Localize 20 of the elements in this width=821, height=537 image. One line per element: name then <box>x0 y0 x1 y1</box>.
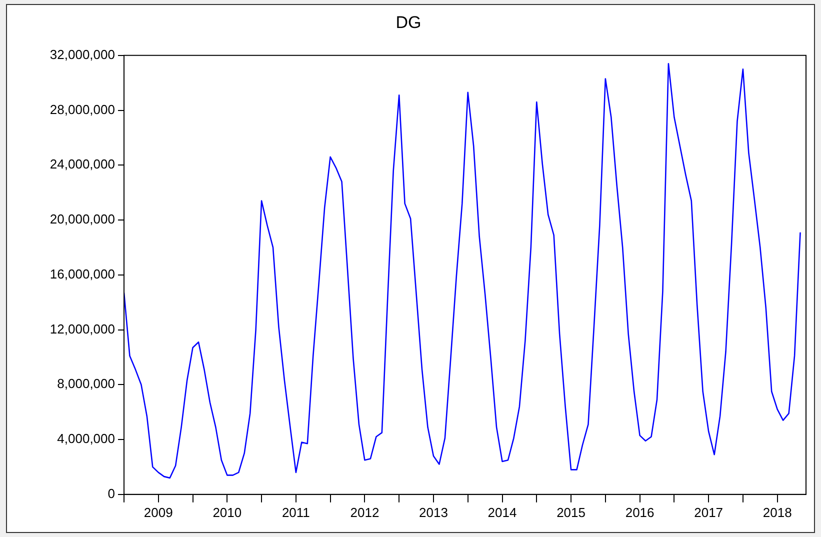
x-tick-label: 2017 <box>694 504 724 520</box>
x-tick-label: 2011 <box>282 504 310 520</box>
x-tick-label: 2009 <box>144 504 173 520</box>
y-tick-label: 4,000,000 <box>57 431 115 446</box>
x-tick-label: 2010 <box>212 504 242 520</box>
y-tick-label: 20,000,000 <box>50 212 115 227</box>
x-tick-label: 2018 <box>762 504 792 520</box>
y-tick-label: 12,000,000 <box>50 321 115 336</box>
y-tick-label: 0 <box>108 486 115 501</box>
y-tick-label: 24,000,000 <box>50 156 115 172</box>
x-tick-label: 2012 <box>350 504 380 520</box>
y-tick-label: 8,000,000 <box>57 376 115 392</box>
y-tick-label: 16,000,000 <box>50 266 115 282</box>
chart-title: DG <box>396 12 422 32</box>
x-tick-label: 2016 <box>625 504 654 520</box>
x-tick-label: 2015 <box>556 504 586 520</box>
x-tick-label: 2013 <box>419 504 448 520</box>
x-tick-label: 2014 <box>488 504 517 520</box>
y-tick-label: 32,000,000 <box>50 46 115 62</box>
y-tick-label: 28,000,000 <box>50 102 115 117</box>
